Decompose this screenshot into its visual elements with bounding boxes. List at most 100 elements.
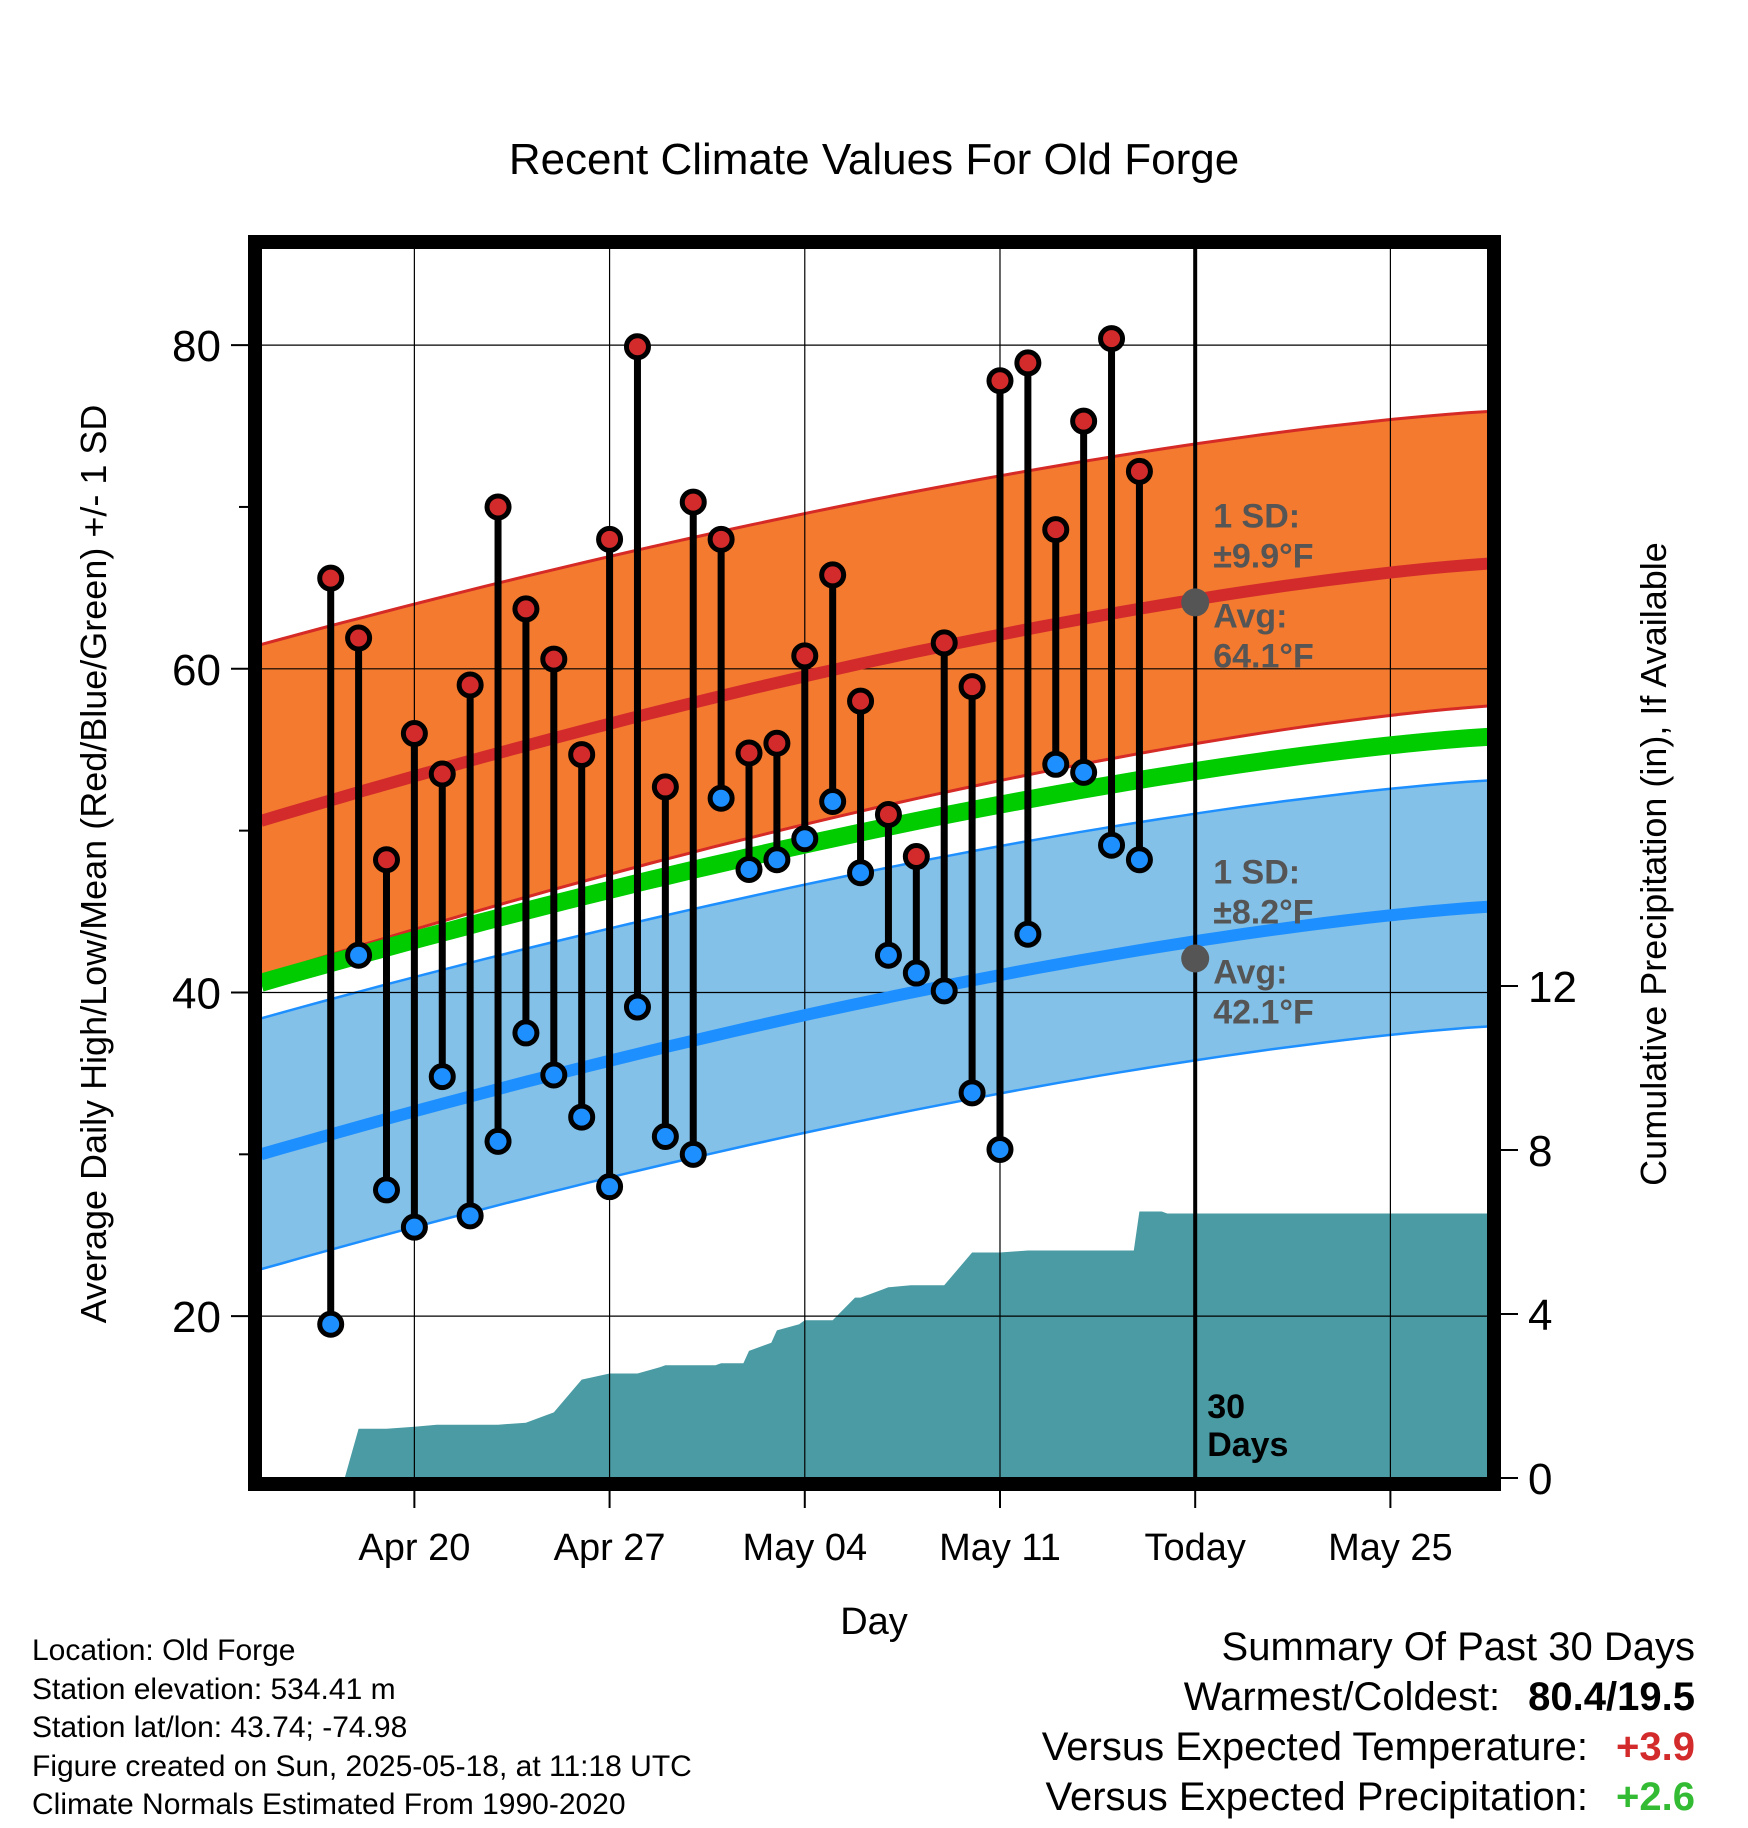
created-text: Figure created on Sun, 2025-05-18, at 11… [32, 1749, 692, 1783]
low-sd-band [261, 780, 1488, 1270]
daily-low-point [1042, 750, 1070, 778]
warm-cold-value: 80.4/19.5 [1528, 1675, 1695, 1719]
daily-low-point [679, 1140, 707, 1168]
y2-tick-label: 12 [1528, 963, 1577, 1012]
daily-high-point [540, 645, 568, 673]
daily-low-point [568, 1103, 596, 1131]
low-sd-upper-edge [261, 779, 1488, 1020]
daily-high-point [791, 642, 819, 670]
y2-tick-label: 8 [1528, 1127, 1552, 1176]
daily-high-point [763, 729, 791, 757]
low-avg-value: 42.1°F [1213, 993, 1314, 1031]
high-normal-line [261, 557, 1488, 827]
y-tick-label: 60 [172, 646, 221, 695]
daily-low-point [930, 977, 958, 1005]
latlon-text: Station lat/lon: 43.74; -74.98 [32, 1711, 408, 1744]
daily-low-point [986, 1135, 1014, 1163]
daily-high-point [735, 739, 763, 767]
y-tick-label: 40 [172, 969, 221, 1018]
high-sd-upper-edge [261, 410, 1488, 646]
daily-low-point [707, 784, 735, 812]
daily-high-point [958, 673, 986, 701]
y2-tick-label: 0 [1528, 1455, 1552, 1504]
x-tick-label: May 11 [939, 1527, 1061, 1569]
daily-high-point [1042, 516, 1070, 544]
summary-panel: Summary Of Past 30 Days Warmest/Coldest:… [1042, 1622, 1695, 1822]
daily-high-point [902, 843, 930, 871]
low-normal-line [261, 900, 1488, 1161]
x-tick-label: May 04 [742, 1527, 867, 1569]
daily-low-point [456, 1202, 484, 1230]
daily-high-point [1070, 407, 1098, 435]
daily-low-point [1014, 920, 1042, 948]
high-sd-label: 1 SD: [1213, 497, 1300, 535]
daily-high-point [484, 493, 512, 521]
daily-high-point [874, 800, 902, 828]
temp-value: +3.9 [1616, 1725, 1695, 1769]
daily-low-point [317, 1310, 345, 1338]
daily-high-point [847, 687, 875, 715]
y2-tick-label: 4 [1528, 1291, 1552, 1340]
daily-low-point [735, 855, 763, 883]
high-sd-band [261, 411, 1488, 977]
low-sd-label: 1 SD: [1213, 853, 1300, 891]
daily-high-point [819, 561, 847, 589]
daily-low-point [819, 788, 847, 815]
daily-high-point [1098, 325, 1126, 353]
x-tick-label: May 25 [1328, 1527, 1453, 1569]
daily-high-point [596, 525, 624, 553]
daily-high-point [456, 671, 484, 699]
daily-low-point [1125, 846, 1153, 874]
daily-low-point [345, 941, 373, 969]
high-avg-label: Avg: [1213, 597, 1287, 635]
high-sd-lower-edge [261, 704, 1488, 978]
x-tick-label: Today [1144, 1527, 1245, 1569]
today-high-avg-marker [1181, 588, 1210, 617]
daily-high-point [1125, 457, 1153, 485]
daily-high-point [707, 525, 735, 553]
secondary-y-axis-label: Cumulative Precipitation (in), If Availa… [1633, 542, 1674, 1186]
window-label-unit: Days [1207, 1426, 1288, 1464]
daily-low-point [1070, 758, 1098, 786]
x-tick-label: Apr 27 [554, 1527, 666, 1569]
low-avg-label: Avg: [1213, 953, 1287, 991]
daily-low-point [428, 1063, 456, 1091]
x-tick-label: Apr 20 [358, 1527, 470, 1569]
daily-high-point [623, 333, 651, 361]
daily-high-point [679, 488, 707, 516]
daily-low-point [596, 1173, 624, 1201]
x-axis-label: Day [840, 1601, 908, 1643]
daily-high-point [986, 367, 1014, 395]
daily-low-point [763, 846, 791, 874]
daily-low-point [512, 1019, 540, 1047]
station-info: Location: Old Forge Station elevation: 5… [32, 1632, 692, 1825]
daily-high-point [1014, 349, 1042, 377]
daily-high-point [930, 629, 958, 657]
chart-title: Recent Climate Values For Old Forge [509, 135, 1239, 184]
daily-low-point [400, 1213, 428, 1241]
y-tick-label: 20 [172, 1293, 221, 1342]
daily-high-point [651, 773, 679, 801]
daily-high-point [428, 760, 456, 788]
warm-cold-label: Warmest/Coldest: [1183, 1675, 1501, 1719]
precip-area [288, 1211, 1488, 1478]
daily-low-point [902, 959, 930, 987]
daily-low-point [958, 1079, 986, 1107]
daily-low-point [874, 941, 902, 969]
daily-high-point [400, 720, 428, 748]
y-tick-label: 80 [172, 322, 221, 371]
temp-label: Versus Expected Temperature: [1041, 1725, 1589, 1769]
high-avg-value: 64.1°F [1213, 637, 1314, 675]
warm-cold-row: Warmest/Coldest: 80.4/19.5 [1042, 1672, 1695, 1722]
daily-low-point [847, 859, 875, 887]
daily-high-point [345, 624, 373, 652]
daily-high-point [512, 595, 540, 623]
daily-low-point [540, 1061, 568, 1089]
daily-high-point [568, 741, 596, 769]
precip-value: +2.6 [1616, 1775, 1695, 1819]
today-low-avg-marker [1181, 944, 1210, 973]
daily-high-point [317, 564, 345, 592]
daily-low-point [791, 825, 819, 853]
low-sd-value: ±8.2°F [1213, 893, 1313, 931]
